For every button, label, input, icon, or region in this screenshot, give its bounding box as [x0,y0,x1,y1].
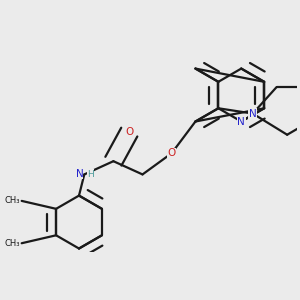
Text: N: N [249,109,256,118]
Text: N: N [76,169,83,179]
Text: O: O [167,148,176,158]
Text: CH₃: CH₃ [4,239,20,248]
Text: CH₃: CH₃ [4,196,20,206]
Text: H: H [87,169,94,178]
Text: N: N [237,116,245,127]
Text: O: O [125,127,134,137]
